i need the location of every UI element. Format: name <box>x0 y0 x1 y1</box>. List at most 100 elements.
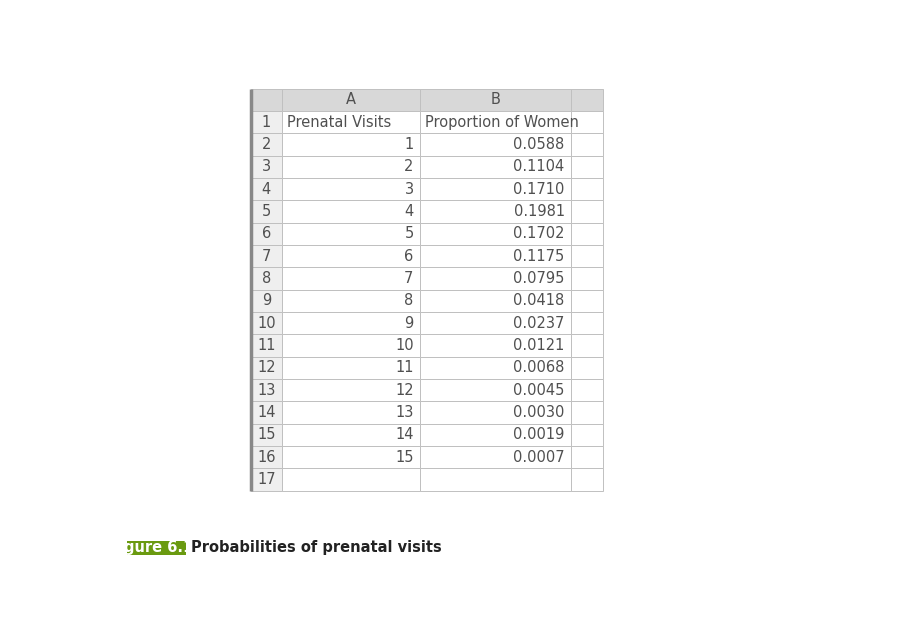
Bar <box>419 178 570 200</box>
Text: 0.0019: 0.0019 <box>512 427 564 442</box>
Bar <box>419 89 570 111</box>
Text: 10: 10 <box>257 316 275 331</box>
Bar <box>570 245 603 267</box>
Text: 13: 13 <box>395 405 413 420</box>
Bar <box>570 111 603 134</box>
Text: Prenatal Visits: Prenatal Visits <box>287 114 391 130</box>
Bar <box>570 468 603 490</box>
Text: 14: 14 <box>257 405 275 420</box>
Text: 0.0045: 0.0045 <box>512 383 564 397</box>
Bar <box>570 334 603 356</box>
Bar <box>570 267 603 290</box>
Bar <box>251 379 281 401</box>
Bar <box>419 446 570 468</box>
Text: 7: 7 <box>262 248 271 264</box>
Bar <box>419 290 570 312</box>
Text: 15: 15 <box>395 449 413 465</box>
Bar <box>281 468 419 490</box>
Text: Probabilities of prenatal visits: Probabilities of prenatal visits <box>191 541 441 555</box>
Text: 0.0237: 0.0237 <box>512 316 564 331</box>
Bar <box>251 111 281 134</box>
Text: 1: 1 <box>404 137 413 152</box>
Bar <box>570 379 603 401</box>
Text: 3: 3 <box>262 159 271 174</box>
Text: 8: 8 <box>404 293 413 308</box>
Text: 11: 11 <box>395 360 413 375</box>
Bar <box>281 356 419 379</box>
Bar <box>251 356 281 379</box>
Text: 0.1710: 0.1710 <box>512 182 564 196</box>
Bar <box>281 245 419 267</box>
Bar <box>251 334 281 356</box>
Text: Proportion of Women: Proportion of Women <box>425 114 578 130</box>
Text: 10: 10 <box>394 338 413 353</box>
Text: 0.1981: 0.1981 <box>513 204 564 219</box>
Text: B: B <box>490 92 500 107</box>
Text: 6: 6 <box>262 226 271 241</box>
Bar <box>251 312 281 334</box>
Text: 14: 14 <box>395 427 413 442</box>
Text: 0.0588: 0.0588 <box>513 137 564 152</box>
Bar <box>570 155 603 178</box>
Bar <box>570 424 603 446</box>
Bar <box>570 89 603 111</box>
Bar <box>281 223 419 245</box>
Bar <box>419 200 570 223</box>
Text: Figure 6.17: Figure 6.17 <box>109 541 204 555</box>
Bar <box>570 178 603 200</box>
Text: 0.0418: 0.0418 <box>513 293 564 308</box>
Bar <box>281 178 419 200</box>
Bar <box>251 155 281 178</box>
Text: 16: 16 <box>257 449 275 465</box>
Bar <box>570 401 603 424</box>
Text: 12: 12 <box>257 360 275 375</box>
Text: A: A <box>345 92 355 107</box>
Bar <box>281 155 419 178</box>
Text: 8: 8 <box>262 271 271 286</box>
Bar <box>419 312 570 334</box>
Bar <box>251 468 281 490</box>
Text: 11: 11 <box>257 338 275 353</box>
Text: 13: 13 <box>257 383 275 397</box>
Bar <box>251 89 281 111</box>
Text: 0.0068: 0.0068 <box>512 360 564 375</box>
Text: 3: 3 <box>404 182 413 196</box>
Bar <box>419 356 570 379</box>
Text: 12: 12 <box>394 383 413 397</box>
Text: 2: 2 <box>404 159 413 174</box>
Bar <box>251 200 281 223</box>
Bar <box>570 446 603 468</box>
Bar <box>281 312 419 334</box>
Bar <box>251 446 281 468</box>
Bar <box>419 468 570 490</box>
Bar <box>419 401 570 424</box>
Bar <box>419 334 570 356</box>
Bar <box>251 178 281 200</box>
Bar <box>419 223 570 245</box>
Text: 1: 1 <box>262 114 271 130</box>
Bar <box>570 223 603 245</box>
Bar <box>251 134 281 155</box>
Text: 0.0795: 0.0795 <box>512 271 564 286</box>
Text: 15: 15 <box>257 427 275 442</box>
Text: 2: 2 <box>262 137 271 152</box>
Bar <box>419 424 570 446</box>
Text: 0.0030: 0.0030 <box>512 405 564 420</box>
Bar <box>281 401 419 424</box>
Bar <box>419 267 570 290</box>
Text: 0.1702: 0.1702 <box>512 226 564 241</box>
Bar <box>570 200 603 223</box>
Text: 4: 4 <box>262 182 271 196</box>
Bar <box>251 401 281 424</box>
Text: 5: 5 <box>404 226 413 241</box>
Bar <box>281 424 419 446</box>
Text: 0.0121: 0.0121 <box>512 338 564 353</box>
Text: 0.1104: 0.1104 <box>513 159 564 174</box>
Bar <box>281 446 419 468</box>
Bar <box>281 379 419 401</box>
Text: 5: 5 <box>262 204 271 219</box>
Bar <box>281 89 419 111</box>
Bar <box>570 356 603 379</box>
Bar <box>419 379 570 401</box>
Bar <box>251 290 281 312</box>
